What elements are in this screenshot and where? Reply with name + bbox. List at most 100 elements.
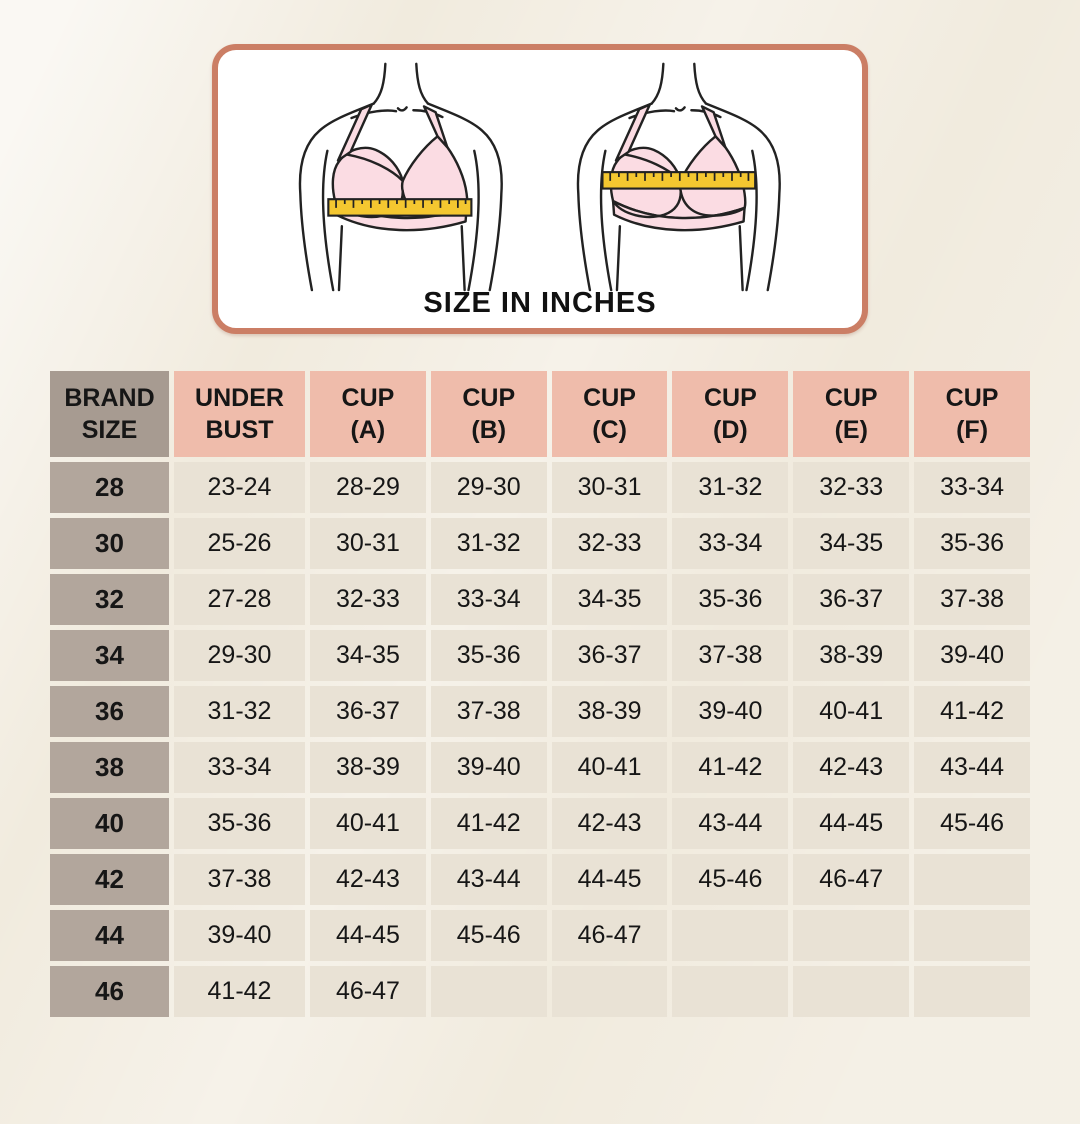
table-header-row: BRAND SIZE UNDER BUST CUP (A) CUP (B) CU…: [50, 371, 1030, 457]
data-cell: 35-36: [914, 518, 1030, 569]
table-row: 40 35-36 40-41 41-42 42-43 43-44 44-45 4…: [50, 798, 1030, 849]
data-cell: 29-30: [174, 630, 305, 681]
data-cell: 46-47: [793, 854, 910, 905]
data-cell: [672, 966, 789, 1017]
data-cell: 40-41: [310, 798, 426, 849]
data-cell: 31-32: [174, 686, 305, 737]
table-row: 28 23-24 28-29 29-30 30-31 31-32 32-33 3…: [50, 462, 1030, 513]
table-row: 38 33-34 38-39 39-40 40-41 41-42 42-43 4…: [50, 742, 1030, 793]
data-cell: 37-38: [914, 574, 1030, 625]
data-cell: 45-46: [430, 910, 547, 961]
data-cell: 45-46: [672, 854, 789, 905]
size-cell: 38: [50, 742, 169, 793]
size-cell: 28: [50, 462, 169, 513]
size-cell: 42: [50, 854, 169, 905]
data-cell: [430, 966, 547, 1017]
data-cell: 23-24: [174, 462, 305, 513]
data-cell: 37-38: [174, 854, 305, 905]
data-cell: 29-30: [430, 462, 547, 513]
data-cell: 42-43: [310, 854, 426, 905]
table-row: 46 41-42 46-47: [50, 966, 1030, 1017]
data-cell: 43-44: [914, 742, 1030, 793]
data-cell: 40-41: [793, 686, 910, 737]
data-cell: 42-43: [793, 742, 910, 793]
size-cell: 34: [50, 630, 169, 681]
underbust-measure-illustration: [299, 62, 504, 292]
data-cell: 38-39: [310, 742, 426, 793]
table-row: 36 31-32 36-37 37-38 38-39 39-40 40-41 4…: [50, 686, 1030, 737]
header-cup-e: CUP (E): [793, 371, 910, 457]
data-cell: 43-44: [430, 854, 547, 905]
bra-size-table: BRAND SIZE UNDER BUST CUP (A) CUP (B) CU…: [45, 366, 1035, 1022]
data-cell: 36-37: [793, 574, 910, 625]
data-cell: 30-31: [310, 518, 426, 569]
data-cell: 39-40: [174, 910, 305, 961]
data-cell: 39-40: [672, 686, 789, 737]
data-cell: 28-29: [310, 462, 426, 513]
data-cell: 31-32: [672, 462, 789, 513]
size-cell: 44: [50, 910, 169, 961]
data-cell: 32-33: [551, 518, 668, 569]
data-cell: 34-35: [551, 574, 668, 625]
data-cell: [551, 966, 668, 1017]
table-row: 32 27-28 32-33 33-34 34-35 35-36 36-37 3…: [50, 574, 1030, 625]
data-cell: [914, 966, 1030, 1017]
bust-measure-illustration: [576, 62, 781, 292]
data-cell: 33-34: [672, 518, 789, 569]
size-cell: 30: [50, 518, 169, 569]
data-cell: 27-28: [174, 574, 305, 625]
header-cup-d: CUP (D): [672, 371, 789, 457]
data-cell: 31-32: [430, 518, 547, 569]
data-cell: 44-45: [793, 798, 910, 849]
size-in-inches-caption: SIZE IN INCHES: [423, 287, 657, 319]
data-cell: 40-41: [551, 742, 668, 793]
data-cell: 46-47: [551, 910, 668, 961]
size-cell: 46: [50, 966, 169, 1017]
header-cup-c: CUP (C): [551, 371, 668, 457]
header-cup-b: CUP (B): [430, 371, 547, 457]
table-row: 42 37-38 42-43 43-44 44-45 45-46 46-47: [50, 854, 1030, 905]
data-cell: 25-26: [174, 518, 305, 569]
header-under-bust: UNDER BUST: [174, 371, 305, 457]
data-cell: 33-34: [430, 574, 547, 625]
data-cell: 35-36: [430, 630, 547, 681]
data-cell: 41-42: [672, 742, 789, 793]
data-cell: 44-45: [551, 854, 668, 905]
data-cell: 36-37: [551, 630, 668, 681]
measuring-tape-underbust: [327, 198, 473, 217]
data-cell: 33-34: [174, 742, 305, 793]
data-cell: 33-34: [914, 462, 1030, 513]
data-cell: 38-39: [551, 686, 668, 737]
data-cell: 30-31: [551, 462, 668, 513]
header-cup-a: CUP (A): [310, 371, 426, 457]
data-cell: [793, 966, 910, 1017]
header-cup-f: CUP (F): [914, 371, 1030, 457]
data-cell: [914, 854, 1030, 905]
data-cell: 32-33: [793, 462, 910, 513]
data-cell: 38-39: [793, 630, 910, 681]
data-cell: 39-40: [914, 630, 1030, 681]
table-row: 34 29-30 34-35 35-36 36-37 37-38 38-39 3…: [50, 630, 1030, 681]
table-row: 30 25-26 30-31 31-32 32-33 33-34 34-35 3…: [50, 518, 1030, 569]
data-cell: 35-36: [174, 798, 305, 849]
data-cell: 42-43: [551, 798, 668, 849]
data-cell: 44-45: [310, 910, 426, 961]
data-cell: 43-44: [672, 798, 789, 849]
size-cell: 32: [50, 574, 169, 625]
data-cell: 36-37: [310, 686, 426, 737]
data-cell: 37-38: [430, 686, 547, 737]
header-brand-size: BRAND SIZE: [50, 371, 169, 457]
data-cell: 37-38: [672, 630, 789, 681]
size-guide-panel: SIZE IN INCHES: [212, 44, 868, 334]
data-cell: [793, 910, 910, 961]
data-cell: [914, 910, 1030, 961]
data-cell: 35-36: [672, 574, 789, 625]
size-cell: 36: [50, 686, 169, 737]
data-cell: 34-35: [310, 630, 426, 681]
data-cell: 41-42: [430, 798, 547, 849]
data-cell: 39-40: [430, 742, 547, 793]
data-cell: 46-47: [310, 966, 426, 1017]
size-cell: 40: [50, 798, 169, 849]
data-cell: 41-42: [174, 966, 305, 1017]
data-cell: 34-35: [793, 518, 910, 569]
